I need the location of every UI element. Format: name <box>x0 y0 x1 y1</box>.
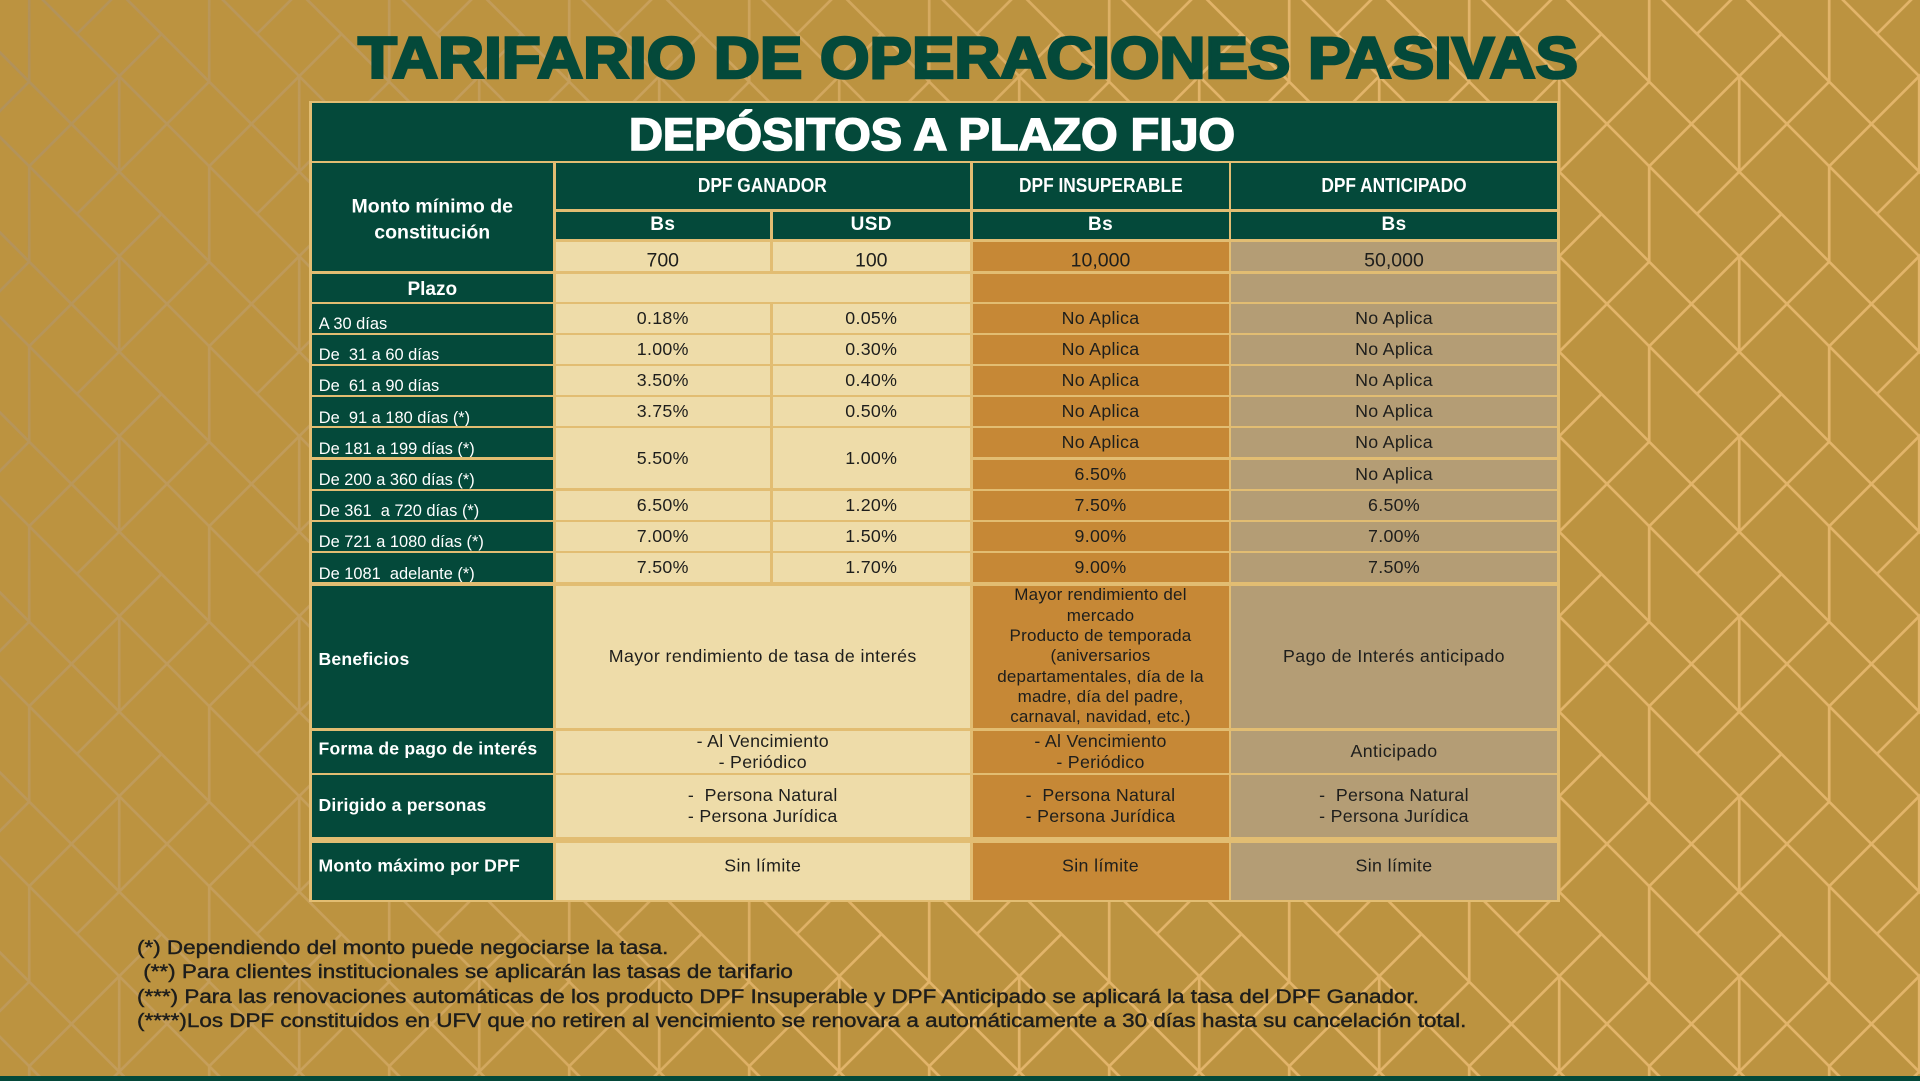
svg-text:TARIFARIO DE OPERACIONES PASIV: TARIFARIO DE OPERACIONES PASIVAS <box>358 26 1578 91</box>
svg-text:DEPÓSITOS A PLAZO FIJO: DEPÓSITOS A PLAZO FIJO <box>629 109 1235 160</box>
